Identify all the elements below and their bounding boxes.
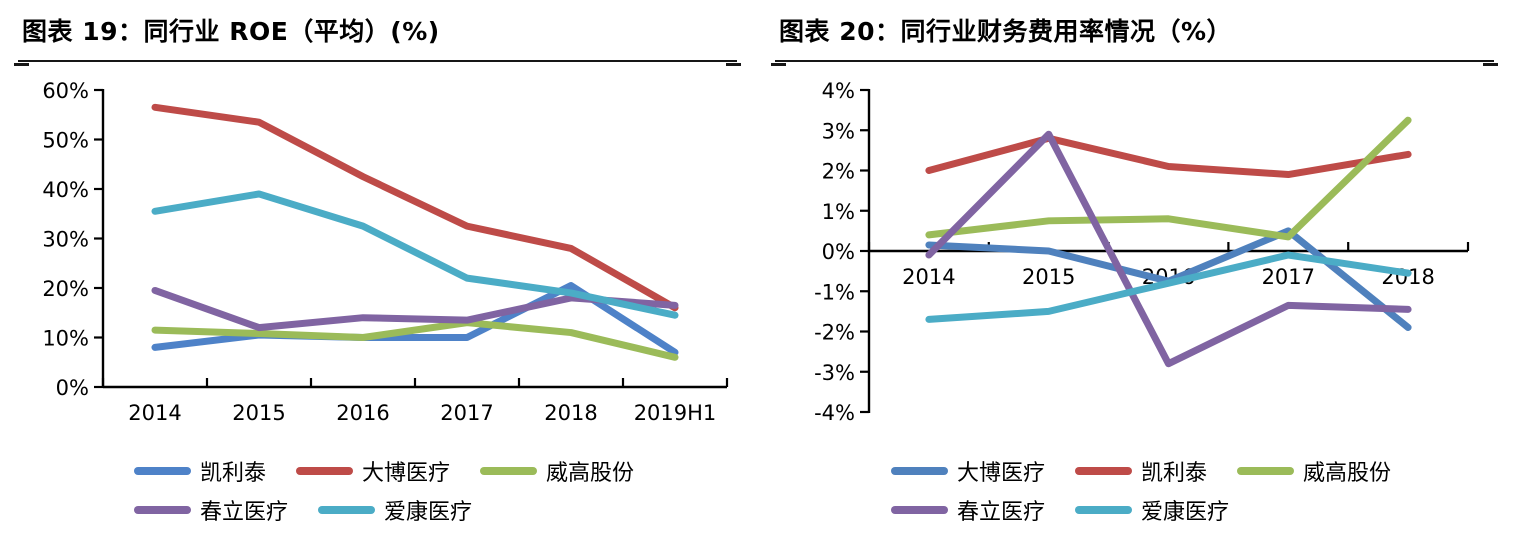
legend-label: 威高股份	[1303, 460, 1392, 486]
legend-item: 爱康医疗	[318, 494, 472, 526]
legend-item: 春立医疗	[134, 494, 288, 526]
legend-label: 爱康医疗	[1141, 499, 1230, 525]
roe-legend: 凯利泰 大博医疗 威高股份春立医疗 爱康医疗	[18, 451, 737, 529]
series-line-春立医疗	[925, 130, 1412, 368]
expense-ratio-legend: 大博医疗 凯利泰 威高股份春立医疗 爱康医疗	[775, 451, 1494, 529]
y-tick-label: 30%	[42, 228, 89, 252]
legend-item: 威高股份	[480, 455, 634, 487]
expense-ratio-chart-svg: -4%-3%-2%-1%0%1%2%3%4%2014 2015 2016 2017 20…	[814, 79, 1470, 425]
x-category-label: 2014	[902, 265, 955, 289]
legend-item: 凯利泰	[1075, 455, 1207, 487]
y-tick-label: -2%	[814, 321, 855, 345]
legend-swatch	[1075, 505, 1133, 514]
legend-label: 大博医疗	[957, 460, 1046, 486]
legend-swatch	[296, 466, 354, 475]
legend-swatch	[134, 505, 191, 514]
legend-label: 大博医疗	[362, 460, 451, 486]
legend-swatch	[1075, 466, 1133, 475]
legend-item: 大博医疗	[891, 455, 1045, 487]
roe-chart: 0% 10% 20% 30% 40% 50% 60% 2014 2015 2016 2017 2018…	[18, 68, 737, 451]
x-category-label: 2015	[1022, 265, 1075, 289]
panel-expense-ratio-title: 图表 20：同行业财务费用率情况（%）	[779, 17, 1233, 46]
legend-swatch	[891, 466, 948, 475]
y-tick-label: 10%	[42, 327, 89, 351]
legend-row: 春立医疗 爱康医疗	[134, 490, 737, 529]
y-tick-label: 1%	[822, 200, 855, 224]
series-line-威高股份	[925, 116, 1412, 241]
y-tick-label: 40%	[42, 178, 89, 202]
y-tick-label: -4%	[814, 401, 855, 425]
y-tick-label: 60%	[42, 79, 89, 103]
legend-swatch	[891, 505, 948, 514]
panel-roe-header: 图表 19：同行业 ROE（平均）(%)	[14, 8, 741, 66]
legend-label: 凯利泰	[200, 460, 267, 486]
panel-roe-title: 图表 19：同行业 ROE（平均）(%)	[22, 17, 440, 46]
x-category-label: 2017	[440, 401, 493, 425]
x-category-label: 2016	[336, 401, 389, 425]
legend-row: 春立医疗 爱康医疗	[891, 490, 1494, 529]
legend-swatch	[134, 466, 191, 475]
legend-item: 春立医疗	[891, 494, 1045, 526]
y-tick-label: 20%	[42, 277, 89, 301]
y-tick-label: 4%	[822, 79, 855, 103]
y-tick-label: -1%	[814, 280, 855, 304]
x-category-label: 2018	[544, 401, 597, 425]
legend-label: 春立医疗	[957, 499, 1046, 525]
series-line-爱康医疗	[151, 190, 679, 319]
legend-item: 爱康医疗	[1075, 494, 1229, 526]
legend-label: 威高股份	[546, 460, 635, 486]
y-tick-label: 50%	[42, 129, 89, 153]
panel-expense-ratio-header: 图表 20：同行业财务费用率情况（%）	[771, 8, 1498, 66]
y-tick-label: 0%	[822, 240, 855, 264]
expense-ratio-chart: -4% -3% -2% -1% 0% 1% 2% 3% 4% 2014 2015 2016 2017 20…	[775, 68, 1494, 451]
legend-row: 大博医疗 凯利泰 威高股份	[891, 451, 1494, 490]
x-category-label: 2019H1	[634, 401, 717, 425]
legend-label: 爱康医疗	[384, 499, 473, 525]
legend-row: 凯利泰 大博医疗 威高股份	[134, 451, 737, 490]
legend-item: 凯利泰	[134, 455, 266, 487]
y-tick-label: 0%	[56, 376, 89, 400]
panel-roe: 图表 19：同行业 ROE（平均）(%) 0% 10% 20% 30% 40% 50% 60…	[14, 8, 741, 529]
legend-swatch	[318, 505, 376, 514]
roe-chart-svg: 0% 10% 20% 30% 40% 50% 60% 2014 2015 2016 2017 2018…	[42, 79, 729, 425]
series-line-大博医疗	[151, 103, 679, 312]
series-line-爱康医疗	[925, 251, 1412, 323]
y-tick-label: 3%	[822, 119, 855, 143]
x-category-label: 2014	[128, 401, 181, 425]
x-category-label: 2015	[232, 401, 285, 425]
y-tick-label: 2%	[822, 160, 855, 184]
series-line-威高股份	[151, 319, 679, 361]
legend-item: 威高股份	[1237, 455, 1391, 487]
legend-item: 大博医疗	[296, 455, 450, 487]
x-category-label: 2017	[1262, 265, 1315, 289]
legend-label: 春立医疗	[200, 499, 289, 525]
legend-swatch	[480, 466, 538, 475]
series-line-凯利泰	[925, 134, 1412, 179]
panel-expense-ratio: 图表 20：同行业财务费用率情况（%） -4% -3% -2% -1% 0% 1% 2% 3%…	[757, 0, 1514, 552]
y-tick-label: -3%	[814, 361, 855, 385]
legend-swatch	[1237, 466, 1295, 475]
legend-label: 凯利泰	[1141, 460, 1208, 486]
